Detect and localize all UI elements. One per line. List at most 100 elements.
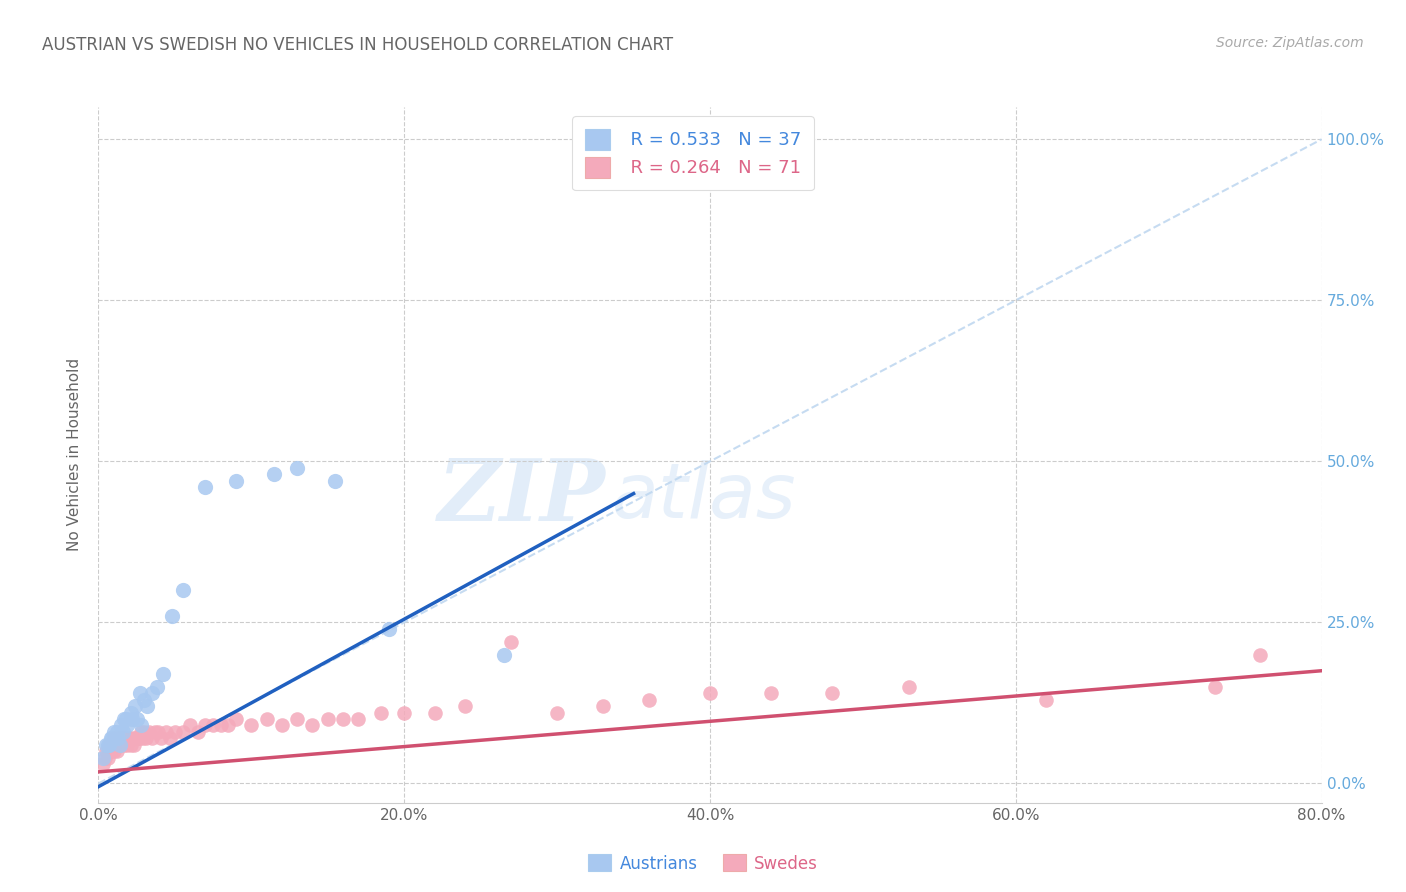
Point [187,725,209,739]
Point [98,738,121,752]
Point [623,152,645,166]
Point [112,712,135,726]
Point [821,686,844,700]
Point [347,712,370,726]
Point [107,731,129,746]
Point [105,744,128,758]
Point [91,757,114,772]
Y-axis label: No Vehicles in Household: No Vehicles in Household [67,359,83,551]
Point [370,706,392,720]
Point [1249,648,1271,662]
Point [115,731,138,746]
Point [163,725,186,739]
Point [138,725,160,739]
Point [110,718,132,732]
Point [209,718,232,732]
Point [263,467,285,482]
Point [141,686,163,700]
Point [141,731,163,746]
Point [637,692,661,706]
Point [108,738,131,752]
Point [124,699,146,714]
Point [128,686,150,700]
Point [125,712,148,726]
Point [118,731,141,746]
Point [897,680,920,694]
Point [97,738,120,752]
Point [217,718,239,732]
Point [120,706,142,720]
Legend: Austrians, Swedes: Austrians, Swedes [581,847,825,880]
Point [127,731,149,746]
Point [146,725,169,739]
Point [110,731,132,746]
Point [107,731,129,746]
Point [94,738,117,752]
Point [240,718,263,732]
Point [285,712,308,726]
Point [100,731,122,746]
Point [112,738,135,752]
Point [100,744,122,758]
Point [145,680,167,694]
Legend:   R = 0.533   N = 37,   R = 0.264   N = 71: R = 0.533 N = 37, R = 0.264 N = 71 [572,116,814,190]
Point [117,738,139,752]
Point [103,731,125,746]
Text: AUSTRIAN VS SWEDISH NO VEHICLES IN HOUSEHOLD CORRELATION CHART: AUSTRIAN VS SWEDISH NO VEHICLES IN HOUSE… [42,36,673,54]
Point [172,583,194,598]
Point [117,718,139,732]
Point [128,731,150,746]
Point [134,692,156,706]
Text: ZIP: ZIP [439,455,606,539]
Point [101,731,124,746]
Point [129,725,152,739]
Point [592,699,614,714]
Point [124,731,146,746]
Point [115,712,138,726]
Point [546,706,568,720]
Point [159,731,181,746]
Point [105,725,128,739]
Point [256,712,278,726]
Point [194,480,217,494]
Point [270,718,292,732]
Point [111,725,134,739]
Point [325,474,347,488]
Point [135,731,157,746]
Text: atlas: atlas [612,459,797,533]
Point [150,731,173,746]
Point [225,474,247,488]
Point [423,706,446,720]
Point [160,609,183,624]
Point [172,725,194,739]
Point [104,731,127,746]
Point [129,718,152,732]
Point [103,725,125,739]
Point [93,750,115,764]
Point [120,738,142,752]
Point [378,622,401,636]
Point [492,648,515,662]
Point [104,738,127,752]
Point [125,731,148,746]
Point [285,460,308,475]
Point [108,738,131,752]
Point [155,725,177,739]
Point [699,686,721,700]
Point [134,725,156,739]
Point [179,718,201,732]
Point [454,699,477,714]
Point [392,706,416,720]
Point [98,744,121,758]
Point [111,731,134,746]
Point [94,744,117,758]
Point [1035,692,1057,706]
Text: Source: ZipAtlas.com: Source: ZipAtlas.com [1216,36,1364,50]
Point [121,712,143,726]
Point [225,712,247,726]
Point [301,718,323,732]
Point [103,744,125,758]
Point [91,750,114,764]
Point [136,699,159,714]
Point [121,731,143,746]
